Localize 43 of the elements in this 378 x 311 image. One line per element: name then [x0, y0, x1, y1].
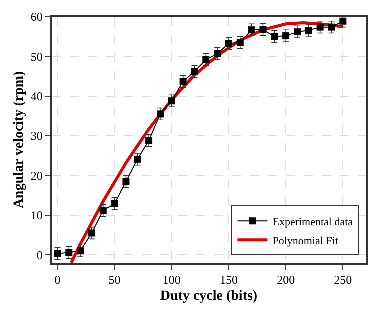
x-tick-label: 200: [277, 273, 296, 288]
y-tick-label: 0: [36, 248, 43, 262]
x-tick-label: 250: [334, 273, 352, 288]
x-tick-label: 100: [162, 273, 181, 288]
x-axis-title: Duty cycle (bits): [160, 288, 258, 304]
point: [236, 39, 244, 46]
point: [328, 24, 336, 31]
point: [248, 26, 256, 34]
point: [100, 207, 107, 214]
point: [214, 50, 222, 58]
y-tick-label: 30: [30, 129, 43, 144]
point: [146, 137, 153, 144]
point: [111, 200, 118, 208]
point: [225, 40, 232, 48]
x-tick-label: 150: [220, 273, 238, 288]
point: [282, 32, 290, 40]
point: [340, 18, 347, 25]
x-tick-label: 0: [54, 273, 61, 288]
point: [77, 248, 84, 255]
legend-label: Experimental data: [272, 216, 354, 228]
point: [271, 33, 278, 40]
point: [294, 28, 301, 36]
y-tick-label: 20: [30, 168, 43, 183]
point: [88, 230, 96, 237]
point: [316, 24, 324, 31]
point: [191, 68, 198, 76]
point: [122, 178, 130, 186]
x-tick-label: 50: [108, 273, 121, 288]
point: [305, 26, 312, 34]
legend-label: Polynomial Fit: [272, 235, 338, 248]
y-axis-title: Angular velocity (rpm): [12, 70, 27, 209]
point: [134, 156, 142, 163]
point: [260, 26, 267, 34]
y-tick-label: 40: [30, 90, 43, 104]
point: [202, 56, 210, 64]
point: [168, 98, 176, 105]
y-tick-label: 10: [30, 208, 43, 223]
point: [180, 78, 187, 86]
point: [156, 110, 164, 118]
y-tick-label: 60: [30, 10, 43, 24]
y-tick-label: 50: [30, 50, 43, 64]
point: [66, 249, 73, 256]
point: [54, 250, 62, 258]
